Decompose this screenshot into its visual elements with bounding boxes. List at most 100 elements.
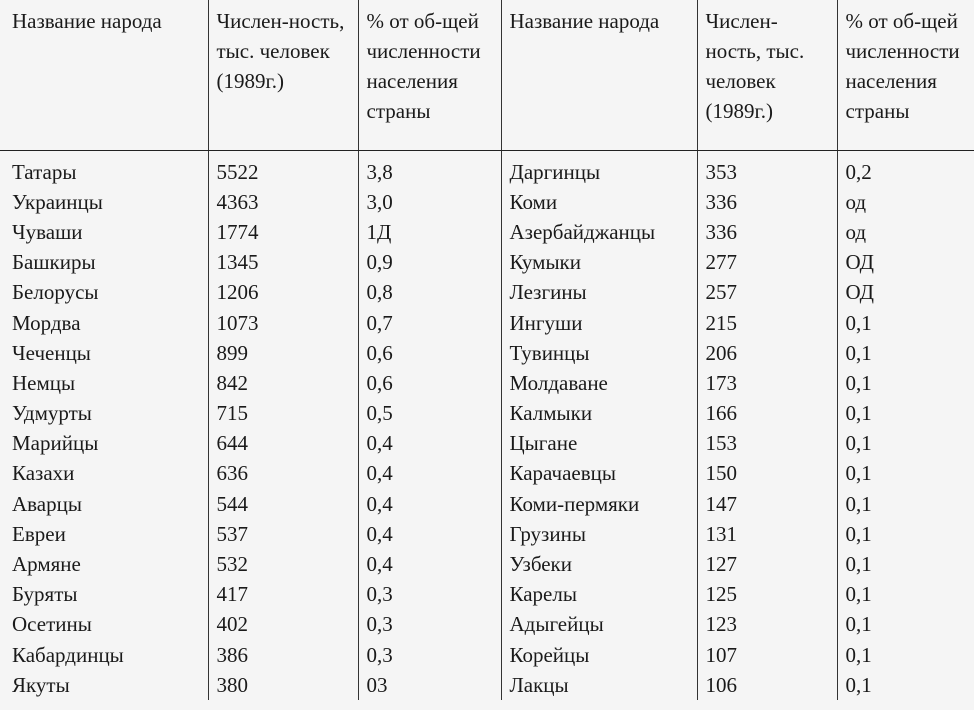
cell-population: 537 xyxy=(207,518,358,549)
cell-nation-name: Мордва xyxy=(12,310,81,335)
cell-percent-2: 0,1 xyxy=(836,609,974,640)
table-row: Мордва 1073 0,7 Ингуши 215 0,1 xyxy=(0,307,974,338)
cell-nation-name: Марийцы xyxy=(12,431,99,456)
cell-percent: 0,7 xyxy=(357,307,501,338)
cell-percent: 0,8 xyxy=(357,277,501,308)
table-row: Осетины 402 0,3 Адыгейцы 123 0,1 xyxy=(0,609,974,640)
cell-percent-2: 0,1 xyxy=(836,579,974,610)
cell-population-2: 173 xyxy=(696,367,837,398)
cell-population: 1345 xyxy=(207,247,358,278)
cell-percent: 0,9 xyxy=(357,247,501,278)
cell-nation-name-2: Узбеки xyxy=(500,548,697,580)
cell-percent: 0,4 xyxy=(357,428,501,459)
cell-nation-name-2: Лезгины xyxy=(500,277,697,308)
cell-nation-name: Армяне xyxy=(12,552,81,577)
table-row: Чеченцы 899 0,6 Тувинцы 206 0,1 xyxy=(0,337,974,368)
cell-nation-name-2: Коми xyxy=(500,186,697,217)
cell-percent: 0,6 xyxy=(357,337,501,368)
cell-nation-name: Башкиры xyxy=(12,250,96,275)
cell-percent-2: 0,1 xyxy=(836,488,974,519)
cell-percent-2: ОД xyxy=(836,247,974,278)
cell-population-2: 150 xyxy=(696,458,837,489)
header-population-2: Числен-ность, тыс. человек (1989г.) xyxy=(696,0,837,151)
cell-population: 899 xyxy=(207,337,358,368)
cell-percent: 0,4 xyxy=(357,458,501,489)
cell-population-2: 336 xyxy=(696,186,837,217)
cell-population: 4363 xyxy=(207,186,358,217)
cell-nation-name: Казахи xyxy=(12,461,75,486)
table-row: Белорусы 1206 0,8 Лезгины 257 ОД xyxy=(0,277,974,308)
table-row: Кабардинцы 386 0,3 Корейцы 107 0,1 xyxy=(0,639,974,670)
header-percent: % от об-щей численности населения страны xyxy=(357,0,501,151)
cell-population-2: 131 xyxy=(696,518,837,549)
cell-nation-name: Немцы xyxy=(12,370,76,395)
cell-population: 1073 xyxy=(207,307,358,338)
cell-percent-2: 0,1 xyxy=(836,639,974,670)
cell-population-2: 127 xyxy=(696,548,837,580)
cell-percent-2: од xyxy=(836,186,974,217)
table-row: Аварцы 544 0,4 Коми-пермяки 147 0,1 xyxy=(0,488,974,519)
cell-population-2: 277 xyxy=(696,247,837,278)
cell-nation-name: Чеченцы xyxy=(12,340,91,365)
cell-nation-name-2: Корейцы xyxy=(500,639,697,670)
cell-nation-name: Кабардинцы xyxy=(12,642,124,667)
cell-percent-2: 0,1 xyxy=(836,428,974,459)
cell-population-2: 206 xyxy=(696,337,837,368)
table-header: Название народа Числен-ность, тыс. челов… xyxy=(0,0,974,151)
cell-population-2: 123 xyxy=(696,609,837,640)
cell-nation-name-2: Лакцы xyxy=(500,669,697,700)
cell-nation-name-2: Карачаевцы xyxy=(500,458,697,489)
cell-nation-name-2: Цыгане xyxy=(500,428,697,459)
cell-nation-name-2: Кумыки xyxy=(500,247,697,278)
cell-nation-name-2: Азербайджанцы xyxy=(500,216,697,248)
cell-percent: 0,4 xyxy=(357,518,501,549)
cell-percent-2: 0,2 xyxy=(836,150,974,187)
cell-population-2: 107 xyxy=(696,639,837,670)
cell-population: 1774 xyxy=(207,216,358,248)
cell-percent-2: од xyxy=(836,216,974,248)
cell-percent-2: 0,1 xyxy=(836,518,974,549)
cell-nation-name: Удмурты xyxy=(12,401,92,426)
table-row: Буряты 417 0,3 Карелы 125 0,1 xyxy=(0,579,974,610)
cell-percent: 03 xyxy=(357,669,501,700)
cell-population-2: 153 xyxy=(696,428,837,459)
cell-percent-2: 0,1 xyxy=(836,337,974,368)
cell-nation-name: Чуваши xyxy=(12,219,83,244)
cell-population: 5522 xyxy=(207,150,358,187)
cell-population-2: 125 xyxy=(696,579,837,610)
cell-percent: 0,4 xyxy=(357,488,501,519)
table-row: Армяне 532 0,4 Узбеки 127 0,1 xyxy=(0,548,974,580)
cell-percent-2: 0,1 xyxy=(836,669,974,700)
cell-population: 644 xyxy=(207,428,358,459)
cell-nation-name-2: Ингуши xyxy=(500,307,697,338)
cell-percent: 0,6 xyxy=(357,367,501,398)
cell-population-2: 353 xyxy=(696,150,837,187)
cell-percent: 0,3 xyxy=(357,609,501,640)
table-row: Казахи 636 0,4 Карачаевцы 150 0,1 xyxy=(0,458,974,489)
table-row: Марийцы 644 0,4 Цыгане 153 0,1 xyxy=(0,428,974,459)
cell-population: 842 xyxy=(207,367,358,398)
header-row: Название народа Числен-ность, тыс. челов… xyxy=(0,0,974,151)
cell-nation-name: Украинцы xyxy=(12,189,103,214)
cell-nation-name: Аварцы xyxy=(12,491,82,516)
cell-population-2: 257 xyxy=(696,277,837,308)
cell-nation-name: Белорусы xyxy=(12,280,99,305)
cell-percent-2: 0,1 xyxy=(836,548,974,580)
cell-population-2: 166 xyxy=(696,398,837,429)
table-row: Чуваши 1774 1Д Азербайджанцы 336 од xyxy=(0,216,974,248)
cell-population-2: 215 xyxy=(696,307,837,338)
cell-percent-2: 0,1 xyxy=(836,398,974,429)
cell-percent-2: 0,1 xyxy=(836,367,974,398)
header-population: Числен-ность, тыс. человек (1989г.) xyxy=(207,0,358,151)
table-row: Якуты 380 03 Лакцы 106 0,1 xyxy=(0,669,974,700)
cell-percent-2: ОД xyxy=(836,277,974,308)
cell-nation-name: Осетины xyxy=(12,612,92,637)
cell-nation-name-2: Молдаване xyxy=(500,367,697,398)
cell-percent: 0,4 xyxy=(357,548,501,580)
cell-population: 532 xyxy=(207,548,358,580)
table-row: Башкиры 1345 0,9 Кумыки 277 ОД xyxy=(0,247,974,278)
cell-percent: 0,3 xyxy=(357,579,501,610)
cell-percent: 0,3 xyxy=(357,639,501,670)
